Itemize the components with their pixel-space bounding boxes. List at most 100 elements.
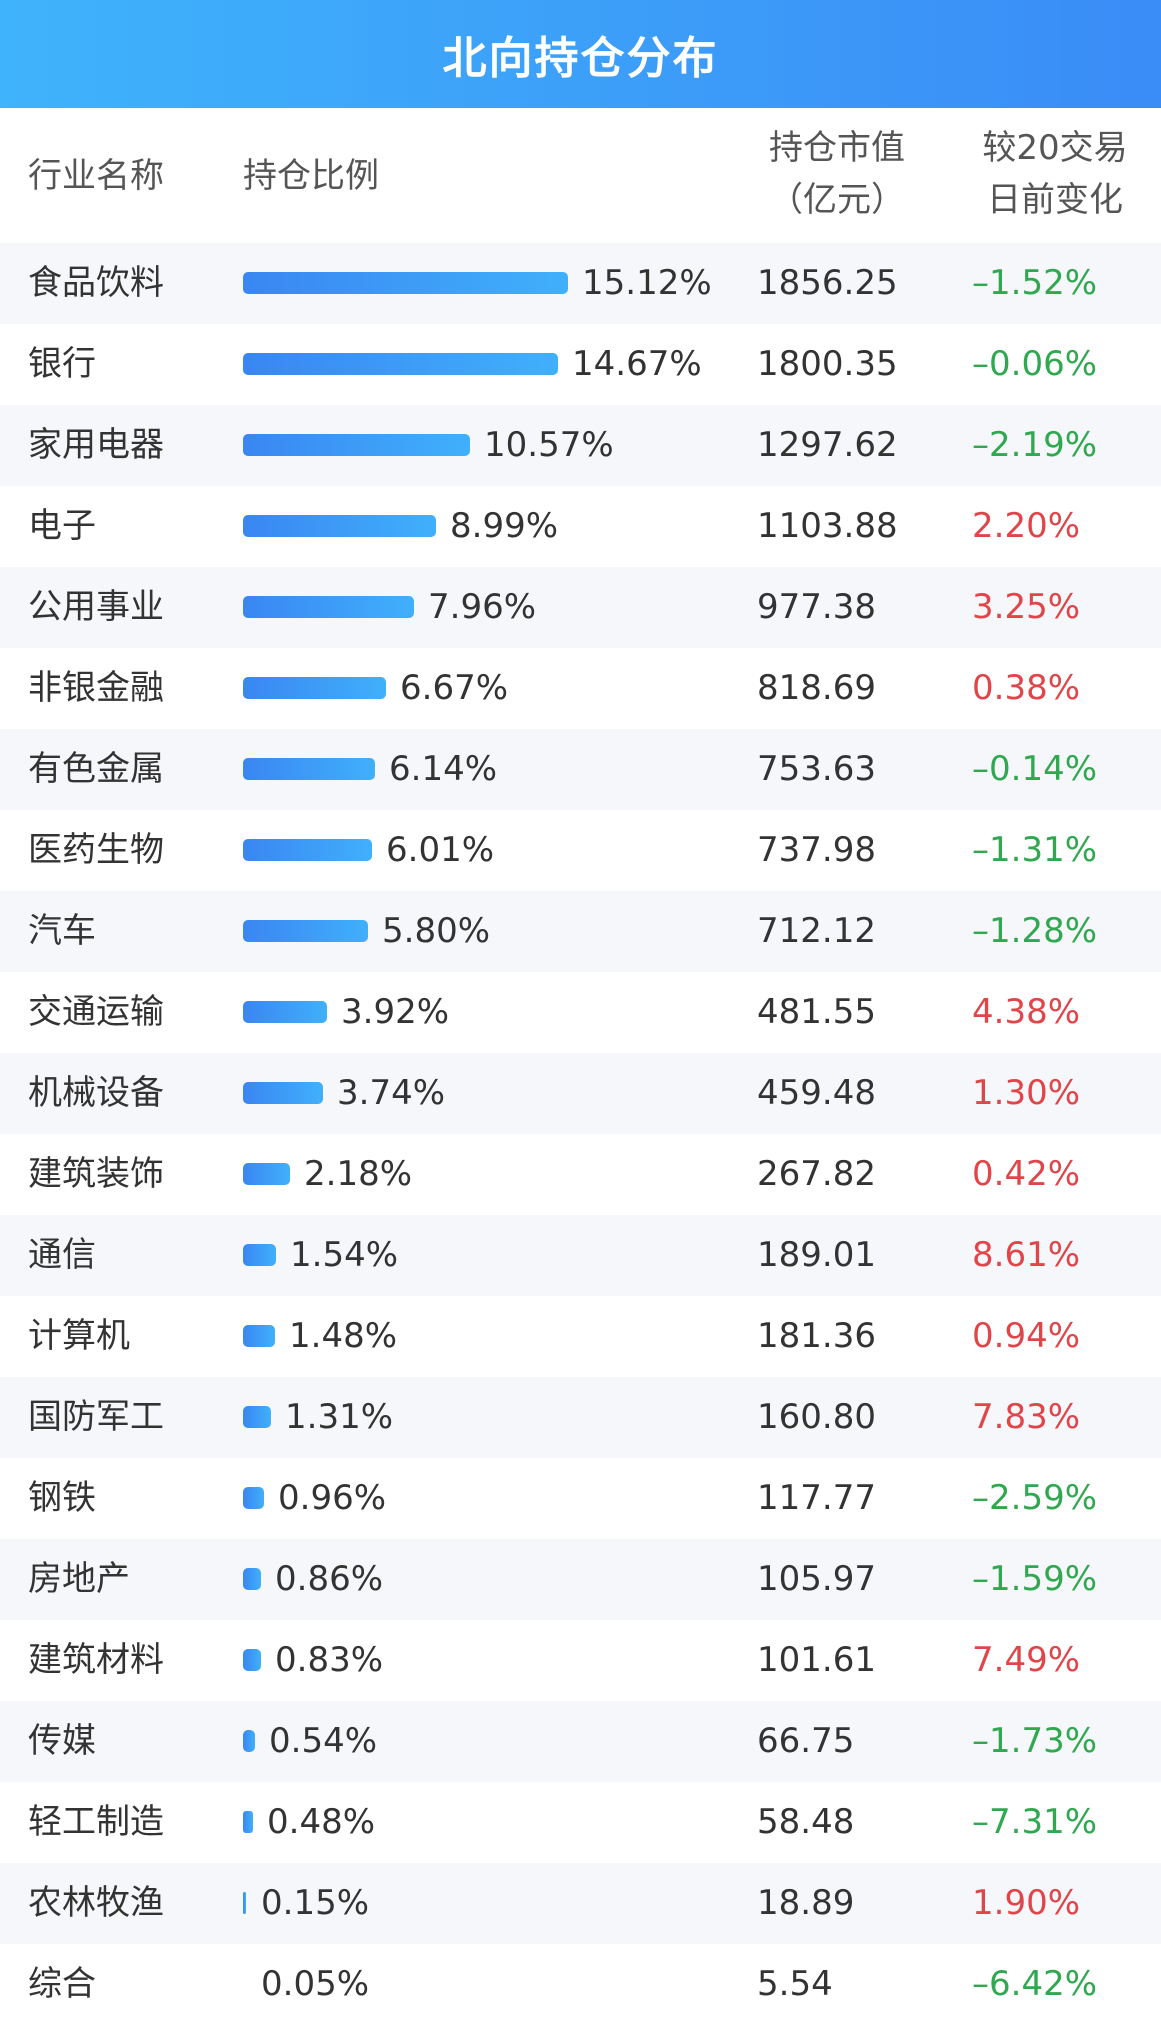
- market-value: 1103.88: [757, 506, 898, 546]
- industry-name: 公用事业: [28, 587, 164, 627]
- header-change-line2: 日前变化: [987, 180, 1123, 220]
- market-value: 977.38: [757, 587, 876, 627]
- change-value: –0.14%: [972, 749, 1098, 789]
- table-row: 房地产 0.86% 105.97 –1.59%: [0, 1539, 1161, 1620]
- table-row: 机械设备 3.74% 459.48 1.30%: [0, 1053, 1161, 1134]
- ratio-label: 6.14%: [389, 749, 498, 789]
- ratio-label: 14.67%: [572, 344, 702, 384]
- ratio-bar: [243, 1001, 327, 1023]
- table-row: 交通运输 3.92% 481.55 4.38%: [0, 972, 1161, 1053]
- table-row: 综合 0.05% 5.54 –6.42%: [0, 1944, 1161, 2025]
- change-value: 0.94%: [972, 1316, 1081, 1356]
- market-value: 181.36: [757, 1316, 876, 1356]
- industry-name: 有色金属: [28, 749, 164, 789]
- market-value: 101.61: [757, 1640, 876, 1680]
- ratio-label: 1.31%: [285, 1397, 394, 1437]
- ratio-bar: [243, 515, 436, 537]
- table-row: 食品饮料 15.12% 1856.25 –1.52%: [0, 243, 1161, 324]
- change-value: –1.52%: [972, 263, 1098, 303]
- ratio-bar: [243, 1325, 275, 1347]
- table-row: 有色金属 6.14% 753.63 –0.14%: [0, 729, 1161, 810]
- market-value: 1297.62: [757, 425, 898, 465]
- ratio-label: 6.67%: [400, 668, 509, 708]
- market-value: 66.75: [757, 1721, 855, 1761]
- ratio-bar: [243, 1892, 246, 1914]
- market-value: 737.98: [757, 830, 876, 870]
- table-row: 银行 14.67% 1800.35 –0.06%: [0, 324, 1161, 405]
- ratio-bar: [243, 1811, 253, 1833]
- ratio-label: 2.18%: [304, 1154, 413, 1194]
- market-value: 117.77: [757, 1478, 876, 1518]
- industry-name: 轻工制造: [28, 1802, 164, 1842]
- change-value: 7.83%: [972, 1397, 1081, 1437]
- market-value: 18.89: [757, 1883, 855, 1923]
- table-row: 计算机 1.48% 181.36 0.94%: [0, 1296, 1161, 1377]
- industry-name: 建筑装饰: [28, 1154, 164, 1194]
- header-value-line2: （亿元）: [769, 180, 905, 220]
- market-value: 459.48: [757, 1073, 876, 1113]
- ratio-label: 3.92%: [341, 992, 450, 1032]
- change-value: 2.20%: [972, 506, 1081, 546]
- market-value: 1800.35: [757, 344, 898, 384]
- change-value: –1.73%: [972, 1721, 1098, 1761]
- table-row: 通信 1.54% 189.01 8.61%: [0, 1215, 1161, 1296]
- market-value: 58.48: [757, 1802, 855, 1842]
- table-row: 医药生物 6.01% 737.98 –1.31%: [0, 810, 1161, 891]
- ratio-bar: [243, 1730, 255, 1752]
- table-row: 建筑材料 0.83% 101.61 7.49%: [0, 1620, 1161, 1701]
- change-value: –1.31%: [972, 830, 1098, 870]
- ratio-label: 0.48%: [267, 1802, 376, 1842]
- industry-name: 建筑材料: [28, 1640, 164, 1680]
- industry-name: 交通运输: [28, 992, 164, 1032]
- ratio-label: 5.80%: [382, 911, 491, 951]
- ratio-label: 10.57%: [484, 425, 614, 465]
- change-value: 4.38%: [972, 992, 1081, 1032]
- header-ratio: 持仓比例: [243, 156, 379, 196]
- industry-name: 医药生物: [28, 830, 164, 870]
- market-value: 189.01: [757, 1235, 876, 1275]
- market-value: 105.97: [757, 1559, 876, 1599]
- ratio-label: 0.96%: [278, 1478, 387, 1518]
- market-value: 818.69: [757, 668, 876, 708]
- industry-name: 房地产: [28, 1559, 130, 1599]
- header-value-line1: 持仓市值: [769, 128, 905, 168]
- change-value: 0.38%: [972, 668, 1081, 708]
- ratio-label: 1.54%: [290, 1235, 399, 1275]
- page-title: 北向持仓分布: [442, 33, 719, 84]
- ratio-label: 0.83%: [275, 1640, 384, 1680]
- table-row: 农林牧渔 0.15% 18.89 1.90%: [0, 1863, 1161, 1944]
- industry-name: 非银金融: [28, 668, 164, 708]
- title-bar: 北向持仓分布: [0, 0, 1161, 108]
- ratio-bar: [243, 920, 368, 942]
- change-value: 7.49%: [972, 1640, 1081, 1680]
- ratio-bar: [243, 758, 375, 780]
- ratio-label: 0.86%: [275, 1559, 384, 1599]
- ratio-bar: [243, 272, 568, 294]
- ratio-label: 8.99%: [450, 506, 559, 546]
- table-header: 行业名称 持仓比例 持仓市值 （亿元） 较20交易 日前变化: [0, 108, 1161, 243]
- ratio-bar: [243, 1487, 264, 1509]
- ratio-bar: [243, 1163, 290, 1185]
- table-row: 家用电器 10.57% 1297.62 –2.19%: [0, 405, 1161, 486]
- ratio-bar: [243, 1406, 271, 1428]
- ratio-bar: [243, 596, 414, 618]
- change-value: –2.59%: [972, 1478, 1098, 1518]
- ratio-label: 15.12%: [582, 263, 712, 303]
- table-row: 汽车 5.80% 712.12 –1.28%: [0, 891, 1161, 972]
- ratio-label: 1.48%: [289, 1316, 398, 1356]
- table-row: 国防军工 1.31% 160.80 7.83%: [0, 1377, 1161, 1458]
- industry-name: 汽车: [28, 911, 96, 951]
- industry-name: 农林牧渔: [28, 1883, 164, 1923]
- ratio-bar: [243, 353, 558, 375]
- ratio-bar: [243, 1568, 261, 1590]
- ratio-label: 7.96%: [428, 587, 537, 627]
- change-value: –0.06%: [972, 344, 1098, 384]
- market-value: 753.63: [757, 749, 876, 789]
- industry-name: 计算机: [28, 1316, 130, 1356]
- header-industry: 行业名称: [28, 156, 164, 196]
- market-value: 481.55: [757, 992, 876, 1032]
- market-value: 1856.25: [757, 263, 898, 303]
- ratio-bar: [243, 434, 470, 456]
- ratio-label: 0.05%: [261, 1964, 370, 2004]
- industry-name: 国防军工: [28, 1397, 164, 1437]
